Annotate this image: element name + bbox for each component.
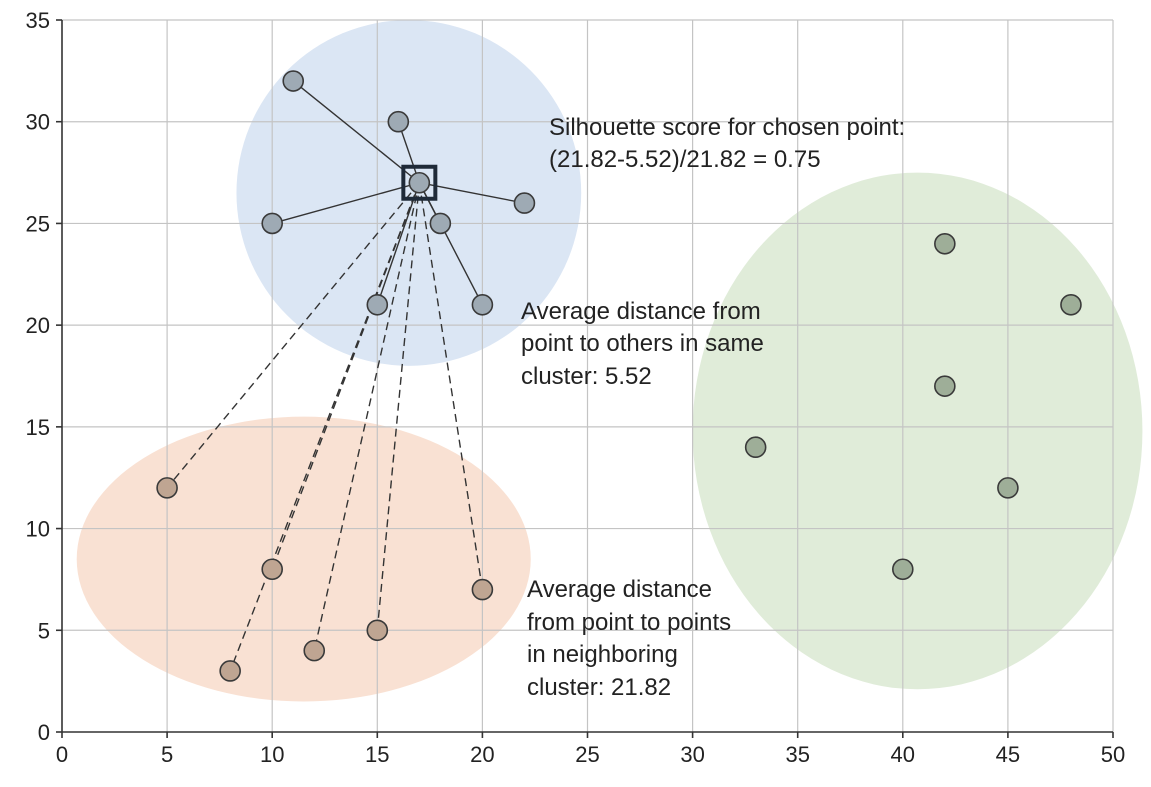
x-tick-label-25: 25 — [575, 742, 599, 767]
same-cluster-distance-line — [376, 182, 421, 306]
annotation-neighbor-line-1: Average distance — [527, 576, 712, 603]
data-point-cluster-3 — [1060, 293, 1082, 316]
data-point-cluster-2 — [261, 558, 284, 581]
axes — [56, 19, 1114, 738]
neighbor-cluster-distance-line — [313, 182, 421, 651]
x-tick-label-5: 5 — [161, 742, 173, 767]
x-tick-label-20: 20 — [470, 742, 494, 767]
annotation-silhouette-line-2: (21.82-5.52)/21.82 = 0.75 — [549, 146, 821, 173]
y-tick-label-10: 10 — [26, 517, 50, 542]
data-point-cluster-1 — [282, 70, 305, 92]
x-tick-label-40: 40 — [891, 742, 915, 767]
data-point-cluster-3 — [891, 558, 914, 581]
same-cluster-distance-line — [272, 182, 420, 225]
x-tick-label-50: 50 — [1101, 742, 1125, 767]
y-tick-label-5: 5 — [38, 618, 50, 643]
x-tick-label-35: 35 — [785, 742, 809, 767]
y-tick-label-35: 35 — [26, 8, 50, 33]
y-tick-label-30: 30 — [26, 110, 50, 135]
data-point-cluster-1 — [429, 212, 452, 235]
x-tick-label-10: 10 — [260, 742, 284, 767]
neighbor-cluster-distance-line — [229, 182, 420, 672]
data-point-cluster-2 — [471, 578, 494, 601]
annotation-neighbor-line-4: cluster: 21.82 — [527, 674, 671, 701]
data-point-cluster-1 — [513, 192, 536, 214]
same-cluster-distance-line — [418, 182, 484, 306]
tick-labels: 0 5 10 15 20 25 30 35 40 45 50 0 5 10 15 20 25 30 35 — [26, 8, 1126, 767]
cluster-ellipse-3 — [692, 172, 1143, 690]
annotation-neighbor-line-3: in neighboring — [527, 641, 678, 668]
grid-lines — [62, 19, 1114, 732]
data-point-cluster-1 — [387, 110, 410, 133]
data-point-cluster-1 — [366, 293, 389, 316]
annotation-same-cluster-line-2: point to others in same — [521, 330, 764, 357]
data-point-cluster-3 — [744, 436, 767, 459]
x-tick-label-45: 45 — [996, 742, 1020, 767]
data-point-cluster-2 — [156, 477, 178, 499]
neighbor-cluster-distance-line — [418, 182, 484, 590]
data-point-cluster-2 — [366, 619, 389, 642]
chosen-point-marker-group — [401, 164, 438, 201]
y-tick-label-20: 20 — [26, 313, 50, 338]
chosen-point-marker — [401, 164, 438, 201]
cluster-ellipse-1 — [236, 20, 582, 366]
data-point-cluster-2 — [303, 639, 326, 662]
neighbor-cluster-distance-line — [166, 182, 420, 489]
y-tick-label-0: 0 — [38, 720, 50, 745]
data-point-cluster-2 — [219, 660, 241, 682]
x-tick-label-15: 15 — [365, 742, 389, 767]
data-point-cluster-3 — [997, 477, 1019, 499]
data-point-cluster-1 — [261, 212, 284, 235]
annotations: Silhouette score for chosen point: (21.8… — [521, 114, 905, 701]
y-tick-label-25: 25 — [26, 211, 50, 236]
annotation-silhouette-line-1: Silhouette score for chosen point: — [549, 114, 905, 141]
data-point-cluster-1 — [471, 293, 494, 316]
data-points — [156, 70, 1082, 682]
data-point-cluster-3 — [934, 375, 956, 397]
annotation-same-cluster-line-3: cluster: 5.52 — [521, 363, 652, 390]
same-cluster-distance-line — [292, 80, 420, 184]
data-point-cluster-3 — [934, 232, 956, 255]
data-point-cluster-1 — [408, 171, 431, 194]
neighbor-cluster-distance-line — [376, 182, 421, 631]
y-tick-label-15: 15 — [26, 415, 50, 440]
annotation-neighbor-line-2: from point to points — [527, 609, 731, 636]
x-tick-label-0: 0 — [56, 742, 68, 767]
x-tick-label-30: 30 — [680, 742, 704, 767]
annotation-same-cluster-line-1: Average distance from — [521, 298, 761, 325]
